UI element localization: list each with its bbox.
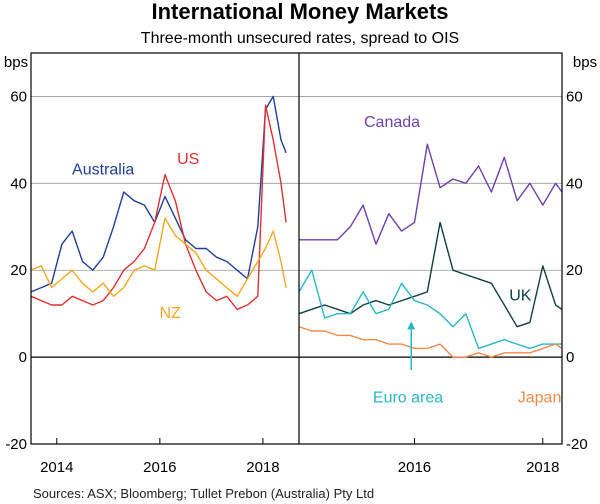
- y-tick-label-right: 0: [566, 349, 574, 366]
- series-label-australia: Australia: [72, 162, 134, 179]
- chart-title: International Money Markets: [151, 0, 448, 24]
- series-line-us: [30, 104, 287, 310]
- series-label-nz: NZ: [159, 305, 181, 322]
- plot-frame: [30, 52, 563, 445]
- chart-subtitle: Three-month unsecured rates, spread to O…: [141, 30, 459, 47]
- y-tick-label-right: 40: [566, 175, 583, 192]
- unit-label-left: bps: [4, 54, 28, 71]
- y-tick-label-right: 60: [566, 88, 583, 105]
- y-tick-label-left: 40: [10, 175, 27, 192]
- x-tick-label: 2018: [526, 459, 559, 476]
- series-line-japan: [298, 326, 563, 358]
- unit-label-right: bps: [573, 54, 597, 71]
- series-label-uk: UK: [509, 288, 532, 305]
- series-label-canada: Canada: [364, 114, 420, 131]
- x-tick-label: 2016: [143, 459, 176, 476]
- series-line-australia: [30, 95, 287, 293]
- y-tick-label-left: 0: [19, 349, 27, 366]
- x-tick-label: 2016: [398, 459, 431, 476]
- series-line-canada: [299, 143, 563, 245]
- x-tick-label: 2014: [40, 459, 73, 476]
- series-line-uk: [298, 221, 563, 328]
- y-tick-label-left: -20: [5, 436, 27, 453]
- euro-area-arrow-head: [407, 321, 416, 330]
- series-line-euro-area: [298, 269, 562, 350]
- x-tick-label: 2018: [246, 459, 279, 476]
- y-tick-label-left: 20: [10, 262, 27, 279]
- source-note: Sources: ASX; Bloomberg; Tullet Prebon (…: [33, 486, 374, 501]
- series-label-japan: Japan: [518, 390, 562, 407]
- y-tick-label-right: 20: [566, 262, 583, 279]
- series-label-euro-area: Euro area: [373, 390, 443, 407]
- y-tick-label-left: 60: [10, 88, 27, 105]
- series-line-nz: [30, 217, 287, 297]
- series-label-us: US: [177, 151, 199, 168]
- y-tick-label-right: -20: [566, 436, 588, 453]
